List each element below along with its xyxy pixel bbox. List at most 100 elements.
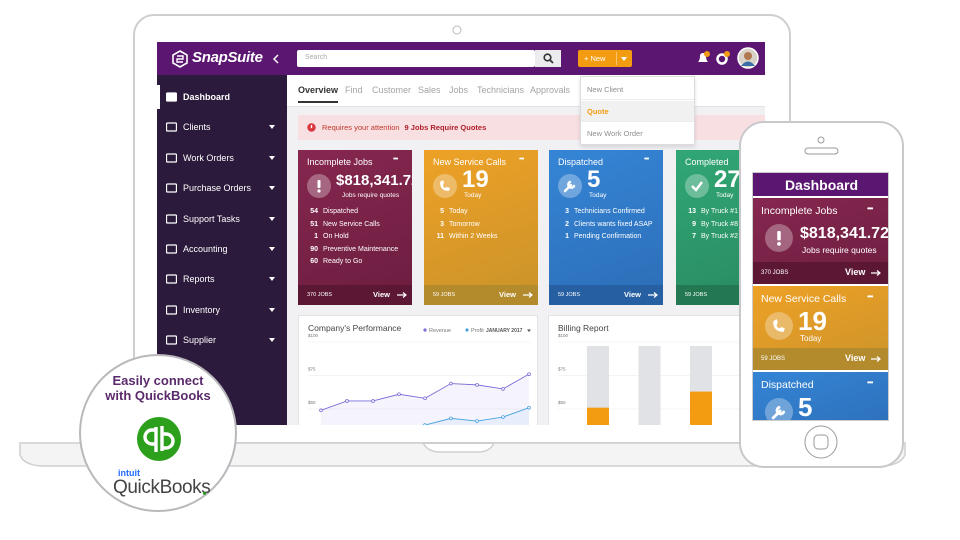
card-menu[interactable]: ••• (867, 292, 873, 301)
search-button[interactable] (535, 50, 561, 67)
card-title: New Service Calls (761, 293, 847, 305)
new-button[interactable]: + New (578, 50, 632, 67)
sidebar-label: Work Orders (183, 152, 234, 163)
logo-shape (176, 55, 184, 63)
sidebar-item[interactable]: Supplier (157, 325, 287, 355)
card-menu[interactable]: ••• (519, 156, 524, 163)
sidebar-label: Purchase Orders (183, 183, 252, 194)
card-big-value: 5 (587, 166, 601, 193)
phone-screen: Dashboard Incomplete Jobs ••• $818,341.72 Jo… (752, 172, 889, 421)
sidebar-item[interactable]: Accounting (157, 234, 287, 264)
card-item-count: 3 (440, 220, 444, 228)
card-sub: Today (464, 192, 482, 199)
icon-circle (433, 174, 457, 198)
sidebar-label: Dashboard (183, 92, 231, 102)
caret (621, 57, 627, 61)
card-view[interactable]: View (373, 290, 390, 299)
card-menu[interactable]: ••• (867, 204, 873, 213)
card-item-label: Technicians Confirmed (574, 208, 645, 215)
card-big-value: 19 (798, 306, 827, 336)
card-menu[interactable]: ••• (393, 156, 398, 163)
sidebar-item[interactable]: Purchase Orders (157, 173, 287, 203)
sidebar-icon (166, 153, 177, 163)
alert-link[interactable]: 9 Jobs Require Quotes (404, 123, 487, 132)
legend-swatch (465, 328, 469, 332)
card-item-label: Within 2 Weeks (449, 233, 498, 240)
icon-glyph (773, 319, 785, 332)
tab[interactable]: Overview (298, 85, 339, 103)
sidebar-item[interactable]: Inventory (157, 295, 287, 325)
dropdown-item[interactable]: New Client (581, 79, 694, 100)
icon-shape (166, 183, 177, 193)
dropdown-item[interactable]: Quote (581, 101, 694, 122)
sidebar-item[interactable]: Work Orders (157, 143, 287, 173)
dropdown-item[interactable]: New Work Order (587, 129, 643, 138)
card-item-count: 7 (692, 233, 696, 240)
card-title: Dispatched (558, 157, 604, 167)
card-menu[interactable]: ••• (644, 156, 649, 163)
tab[interactable]: Technicians (477, 85, 525, 95)
avatar-head (744, 52, 752, 60)
card-jobs: 370 JOBS (307, 292, 333, 298)
card-item-label: Preventive Maintenance (323, 245, 399, 253)
bar (638, 346, 661, 425)
period-caret (527, 329, 531, 332)
logo-icon (172, 50, 188, 68)
card-title: Completed (685, 157, 729, 167)
sidebar-icon (166, 244, 177, 254)
card-menu[interactable]: ••• (867, 378, 873, 387)
qb-brand: QuickBooks (113, 477, 211, 498)
sidebar-label: Supplier (183, 335, 217, 346)
chart-plot: $100 $75 $50 (558, 333, 765, 425)
card-footer: 370 JOBS View (298, 285, 412, 305)
tab[interactable]: Jobs (449, 85, 469, 95)
tab[interactable]: Sales (418, 85, 441, 95)
card-sub: Today (800, 420, 821, 421)
series-point (527, 405, 531, 410)
card-item-count: 1 (565, 233, 569, 240)
collapse-toggle[interactable] (272, 54, 280, 64)
notifications[interactable] (695, 50, 711, 66)
bar (587, 407, 609, 425)
sidebar-label: Clients (183, 122, 211, 133)
card-big-value: 27 (714, 166, 741, 193)
sidebar-item[interactable]: Reports (157, 264, 287, 294)
series-point (423, 396, 427, 401)
caret (269, 125, 275, 130)
icon-glyph (317, 180, 321, 188)
card-footer: 59 JOBS View (549, 285, 663, 305)
summary-card: New Service Calls ••• 19 Today 5 Today 3 Tomorr… (424, 150, 538, 305)
laptop-camera (452, 25, 462, 35)
series-point (423, 423, 427, 425)
caret (269, 247, 275, 251)
quickbooks-badge: Easily connect with QuickBooks intuit Quick… (79, 354, 237, 512)
card-view[interactable]: View (845, 267, 866, 277)
phone-home[interactable] (804, 425, 838, 459)
tab[interactable]: Find (345, 85, 363, 95)
card-big-value: 19 (462, 166, 489, 193)
card-sub: Today (800, 334, 822, 343)
phone-speaker (804, 147, 839, 155)
search-input[interactable]: Search (297, 50, 535, 67)
sidebar-item[interactable]: Support Tasks (157, 204, 287, 234)
caret (269, 186, 275, 191)
icon-glyph (771, 405, 786, 420)
user-avatar[interactable] (737, 47, 759, 69)
card-view[interactable]: View (624, 290, 641, 299)
sidebar-item[interactable]: Dashboard (157, 82, 287, 112)
new-dropdown: New Client Quote New Work Order (580, 76, 695, 145)
card-view[interactable]: View (499, 290, 516, 299)
caret (269, 338, 275, 343)
card-item-label: By Truck #8 (701, 220, 738, 228)
y-tick-label: $75 (558, 367, 566, 372)
tab[interactable]: Approvals (530, 85, 571, 95)
search-placeholder: Search (305, 54, 328, 61)
icon-shape (166, 153, 177, 163)
qb-logo (137, 417, 181, 461)
settings[interactable] (715, 50, 731, 66)
card-title: New Service Calls (433, 157, 507, 167)
card-jobs: 59 JOBS (558, 292, 581, 298)
card-view[interactable]: View (845, 353, 866, 363)
sidebar-item[interactable]: Clients (157, 112, 287, 142)
tab[interactable]: Customer (372, 85, 412, 95)
